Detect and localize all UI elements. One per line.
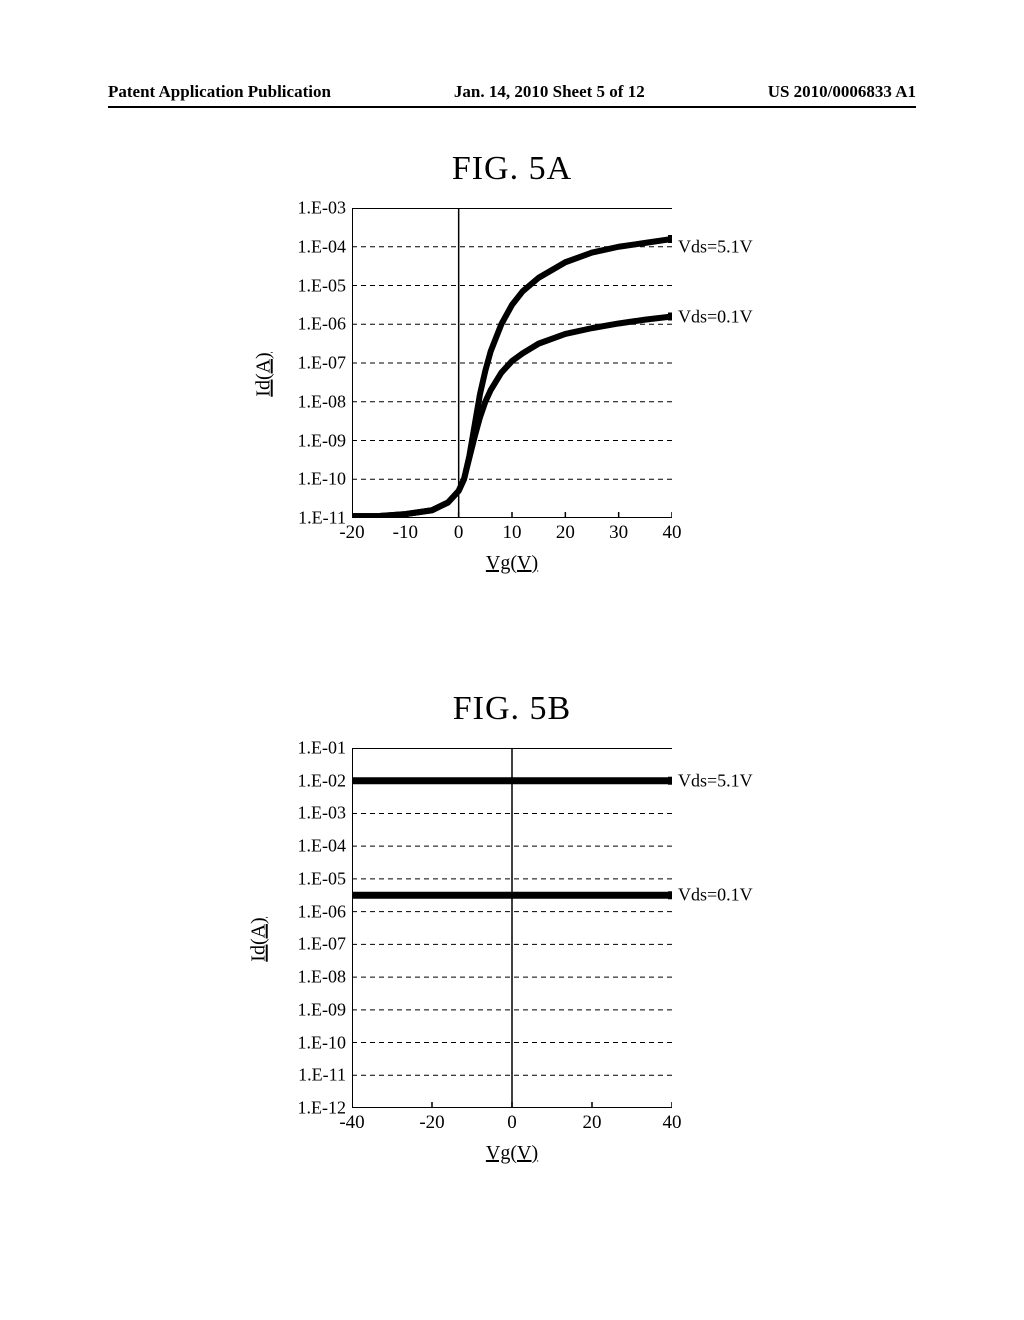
xtick-label: 20: [583, 1112, 602, 1134]
ytick-label: 1.E-08: [298, 391, 347, 412]
figure-5a: FIG. 5A 1.E-031.E-041.E-051.E-061.E-071.…: [187, 150, 837, 518]
xtick-label: 0: [507, 1112, 517, 1134]
xtick-label: 40: [663, 522, 682, 544]
ytick-label: 1.E-04: [298, 836, 347, 857]
ytick-label: 1.E-01: [298, 738, 347, 759]
xtick-label: 40: [663, 1112, 682, 1134]
header-center: Jan. 14, 2010 Sheet 5 of 12: [454, 82, 645, 102]
ytick-label: 1.E-10: [298, 469, 347, 490]
series-curve: [352, 239, 672, 516]
figure-5a-title: FIG. 5A: [187, 150, 837, 188]
ytick-label: 1.E-08: [298, 967, 347, 988]
ytick-label: 1.E-04: [298, 236, 347, 257]
series-label: Vds=5.1V: [678, 236, 753, 257]
page-header: Patent Application Publication Jan. 14, …: [108, 82, 916, 108]
xtick-label: -20: [419, 1112, 444, 1134]
xtick-label: -40: [339, 1112, 364, 1134]
figure-5b-plot: 1.E-011.E-021.E-031.E-041.E-051.E-061.E-…: [352, 748, 672, 1108]
xtick-label: 30: [609, 522, 628, 544]
figure-5b: FIG. 5B 1.E-011.E-021.E-031.E-041.E-051.…: [187, 690, 837, 1108]
ytick-label: 1.E-05: [298, 275, 347, 296]
xtick-label: 10: [503, 522, 522, 544]
header-right: US 2010/0006833 A1: [768, 82, 916, 102]
y-axis-label: Id(A): [248, 917, 271, 961]
ytick-label: 1.E-03: [298, 198, 347, 219]
x-axis-label: Vg(V): [352, 552, 672, 575]
ytick-label: 1.E-09: [298, 999, 347, 1020]
x-axis-label: Vg(V): [352, 1142, 672, 1165]
ytick-label: 1.E-06: [298, 314, 347, 335]
xtick-label: 0: [454, 522, 464, 544]
ytick-label: 1.E-09: [298, 430, 347, 451]
xtick-label: 20: [556, 522, 575, 544]
xtick-label: -10: [393, 522, 418, 544]
ytick-label: 1.E-06: [298, 901, 347, 922]
ytick-label: 1.E-10: [298, 1032, 347, 1053]
figure-5b-title: FIG. 5B: [187, 690, 837, 728]
figure-5a-plot: 1.E-031.E-041.E-051.E-061.E-071.E-081.E-…: [352, 208, 672, 518]
ytick-label: 1.E-02: [298, 770, 347, 791]
series-label: Vds=0.1V: [678, 885, 753, 906]
series-label: Vds=0.1V: [678, 306, 753, 327]
ytick-label: 1.E-07: [298, 353, 347, 374]
series-label: Vds=5.1V: [678, 770, 753, 791]
ytick-label: 1.E-11: [298, 1065, 346, 1086]
xtick-label: -20: [339, 522, 364, 544]
ytick-label: 1.E-05: [298, 868, 347, 889]
series-curve: [352, 317, 672, 517]
ytick-label: 1.E-03: [298, 803, 347, 824]
ytick-label: 1.E-07: [298, 934, 347, 955]
header-left: Patent Application Publication: [108, 82, 331, 102]
y-axis-label: Id(A): [253, 352, 276, 396]
